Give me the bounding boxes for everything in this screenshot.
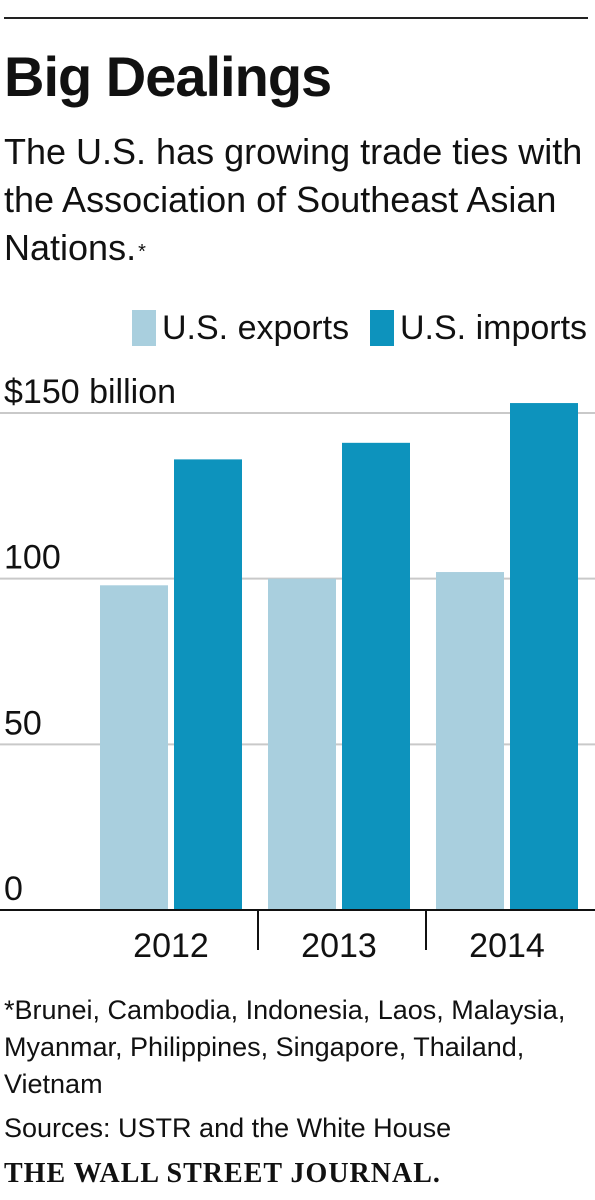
x-axis [0,909,595,950]
bar-exports-2012 [100,585,168,910]
bar-chart: $150 billion 100 50 0 2012 2013 2014 [0,373,595,965]
publisher-logo: THE WALL STREET JOURNAL. [4,1158,441,1189]
sources-note: Sources: USTR and the White House [4,1113,452,1143]
legend-item-imports: U.S. imports [370,304,587,352]
x-tick-label-2014: 2014 [469,927,545,965]
subtitle-footnote-mark: * [138,241,146,263]
legend-label-imports: U.S. imports [400,308,588,347]
y-tick-label-150: $150 billion [4,373,176,411]
bar-imports-2014 [510,403,578,910]
y-tick-label-0: 0 [4,870,23,908]
bar-imports-2013 [342,442,410,910]
y-tick-label-100: 100 [4,539,61,577]
x-tick-label-2012: 2012 [133,927,209,965]
x-tick-label-2013: 2013 [301,927,377,965]
bars [100,403,578,910]
y-tick-label-50: 50 [4,704,42,742]
legend-label-exports: U.S. exports [162,308,350,347]
footnote: *Brunei, Cambodia, Indonesia, Laos, Mala… [4,995,566,1099]
top-rule [4,17,588,19]
chart-subtitle: The U.S. has growing trade ties with the… [4,128,584,272]
legend-swatch-imports [370,310,394,346]
legend-swatch-exports [132,310,156,346]
chart-title: Big Dealings [4,45,332,108]
bar-imports-2012 [174,459,242,910]
bar-exports-2013 [268,578,336,910]
legend: U.S. exports U.S. imports [0,304,595,352]
subtitle-text: The U.S. has growing trade ties with the… [4,131,583,268]
legend-item-exports: U.S. exports [132,304,349,352]
bar-exports-2014 [436,572,504,910]
axis-labels: $150 billion 100 50 0 2012 2013 2014 [4,373,545,965]
